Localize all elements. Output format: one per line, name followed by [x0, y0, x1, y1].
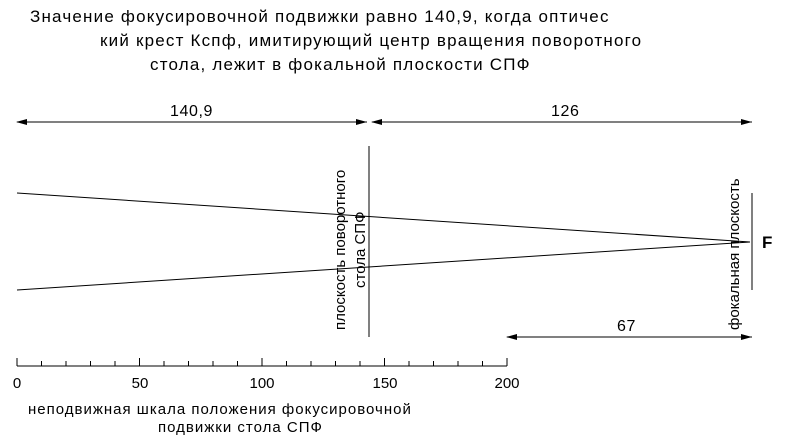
- beam-ray-upper: [16, 192, 751, 243]
- title-line-1: Значение фокусировочной подвижки равно 1…: [30, 7, 610, 26]
- title-line-2: кий крест Кспф, имитирующий центр вращен…: [100, 31, 642, 50]
- scale-tick-label-50: 50: [132, 375, 149, 392]
- scale-tick-label-200: 200: [494, 375, 519, 392]
- focus-point-label: F: [762, 233, 772, 252]
- scale-tick-label-150: 150: [372, 375, 397, 392]
- scale-tick-label-0: 0: [13, 375, 21, 392]
- beam-ray-lower: [16, 241, 751, 291]
- dimension-label-right: 126: [551, 103, 580, 120]
- dimension-label-lower: 67: [617, 318, 636, 335]
- rotary-plane-label-1: плоскость поворотного: [332, 170, 349, 330]
- scale-labels: 0 50 100 150 200: [13, 375, 520, 392]
- scale-ticks: [16, 358, 508, 366]
- scale-caption-line-1: неподвижная шкала положения фокусировочн…: [28, 401, 412, 418]
- scale-tick-label-100: 100: [249, 375, 274, 392]
- rotary-plane-label-2: стола СПФ: [352, 212, 369, 289]
- dimension-label-left: 140,9: [170, 103, 213, 120]
- scale-caption-line-2: подвижки стола СПФ: [158, 419, 323, 436]
- title-line-3: стола, лежит в фокальной плоскости СПФ: [150, 55, 531, 74]
- focal-plane-label: фокальная плоскость: [726, 178, 743, 330]
